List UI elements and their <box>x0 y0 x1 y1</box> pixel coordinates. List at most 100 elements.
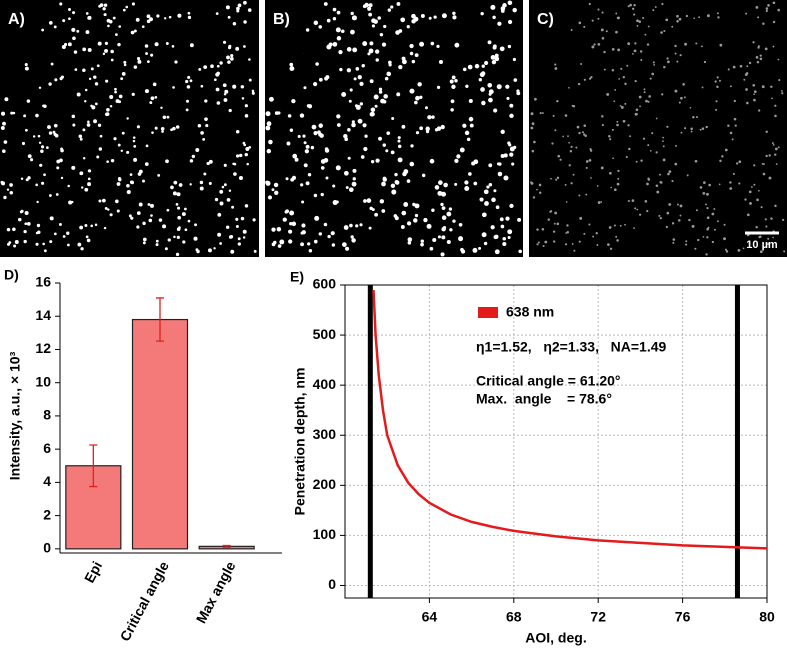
spot <box>141 25 145 29</box>
spot <box>25 178 29 182</box>
spot <box>678 17 682 21</box>
spot <box>441 226 446 232</box>
spot <box>413 218 418 223</box>
spot <box>752 83 756 87</box>
spot <box>690 130 693 133</box>
spot <box>706 216 710 220</box>
spot <box>767 4 770 7</box>
spot <box>125 5 129 9</box>
spot <box>640 58 643 61</box>
spot <box>103 226 107 230</box>
spot <box>534 97 537 101</box>
spot <box>419 41 425 47</box>
spot <box>223 163 227 167</box>
spot <box>129 173 133 176</box>
spot <box>511 162 515 166</box>
spot <box>502 236 507 241</box>
spot <box>628 147 631 151</box>
spot <box>162 115 167 120</box>
spot <box>313 20 319 26</box>
spot <box>18 217 22 222</box>
spot <box>191 154 196 159</box>
spot <box>406 179 411 183</box>
spot <box>429 246 434 251</box>
spot <box>118 25 122 28</box>
spot <box>478 246 482 250</box>
spot <box>603 50 606 54</box>
spot <box>531 149 535 153</box>
spot <box>79 171 84 176</box>
spot <box>200 84 204 88</box>
spot <box>659 217 662 220</box>
y-tick-label: 8 <box>43 407 51 423</box>
spot <box>441 13 447 19</box>
spot <box>251 89 255 93</box>
spot <box>409 51 414 56</box>
spot <box>472 247 478 253</box>
spot <box>385 149 389 153</box>
spot <box>616 239 619 242</box>
spot <box>570 145 573 148</box>
spot <box>597 201 601 204</box>
spot <box>121 72 126 76</box>
spot <box>318 25 323 29</box>
spot <box>565 201 568 203</box>
y-tick-label: 2 <box>43 506 51 522</box>
spot <box>350 235 354 239</box>
y-tick-label: 400 <box>313 376 337 392</box>
spot <box>90 67 94 71</box>
spot <box>629 3 632 7</box>
spot <box>76 29 80 33</box>
spot <box>693 17 696 20</box>
spot <box>304 149 310 154</box>
spot <box>634 42 637 45</box>
spot <box>228 108 232 113</box>
spot <box>616 182 620 186</box>
spot <box>589 77 592 80</box>
spot <box>98 199 102 203</box>
spot <box>274 190 279 195</box>
spot <box>552 114 555 117</box>
spot <box>306 104 311 108</box>
spot <box>571 104 574 107</box>
spot <box>20 177 24 181</box>
spot <box>53 232 57 236</box>
spot <box>655 184 659 188</box>
spot <box>667 172 670 176</box>
spot <box>106 18 111 23</box>
spot <box>114 90 117 94</box>
spot <box>96 64 100 68</box>
x-tick-label: 68 <box>506 609 522 625</box>
spot <box>671 25 674 28</box>
spot <box>109 94 114 99</box>
spot <box>266 121 272 127</box>
spot <box>39 163 43 167</box>
spot <box>245 146 250 151</box>
spot <box>781 90 783 92</box>
spot <box>556 176 560 180</box>
panel-label: A) <box>8 11 25 28</box>
spot <box>175 125 180 129</box>
spot <box>244 152 248 157</box>
spot <box>71 114 76 119</box>
spot <box>739 64 743 68</box>
spot <box>347 128 351 132</box>
spot <box>441 206 446 210</box>
spot <box>555 178 558 181</box>
spot <box>133 144 137 148</box>
spot <box>226 55 230 60</box>
spot <box>12 227 16 232</box>
spot <box>731 138 734 141</box>
spot <box>267 195 273 200</box>
spot <box>512 7 517 13</box>
spot <box>352 47 358 53</box>
y-tick-label: 16 <box>35 274 51 290</box>
spot <box>313 81 318 87</box>
spot <box>717 16 720 19</box>
spot <box>388 60 392 65</box>
spot <box>193 236 198 241</box>
spot <box>713 228 716 231</box>
y-tick-label: 500 <box>313 326 337 342</box>
spot <box>414 213 419 218</box>
spot <box>176 235 180 239</box>
